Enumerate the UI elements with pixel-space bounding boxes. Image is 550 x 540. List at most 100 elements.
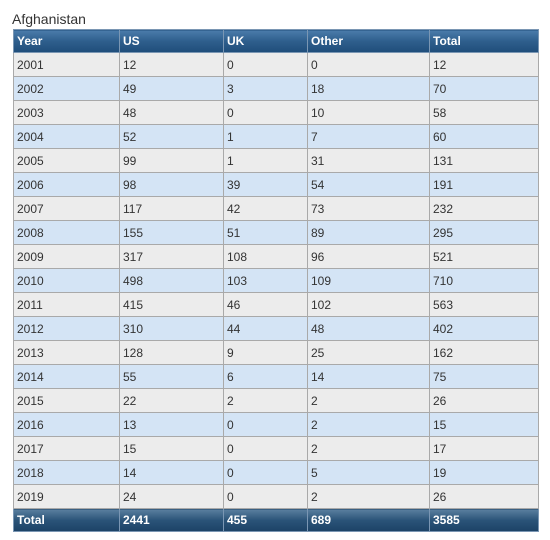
table-row: 2001 12 0 0 12 [13, 52, 539, 77]
cell-us: 99 [119, 148, 224, 173]
cell-us: 48 [119, 100, 224, 125]
cell-total: 60 [429, 124, 539, 149]
table-row: 2003 48 0 10 58 [13, 100, 539, 125]
cell-year: 2017 [13, 436, 120, 461]
cell-total: 521 [429, 244, 539, 269]
cell-year: 2013 [13, 340, 120, 365]
cell-us: 49 [119, 76, 224, 101]
cell-other: 0 [307, 52, 430, 77]
cell-total: 162 [429, 340, 539, 365]
cell-year: 2016 [13, 412, 120, 437]
cell-year: 2011 [13, 292, 120, 317]
table-row: 2015 22 2 2 26 [13, 388, 539, 413]
cell-uk: 0 [223, 436, 308, 461]
cell-uk: 103 [223, 268, 308, 293]
table-row: 2007 117 42 73 232 [13, 196, 539, 221]
cell-other: 5 [307, 460, 430, 485]
cell-us: 155 [119, 220, 224, 245]
cell-other: 109 [307, 268, 430, 293]
cell-uk: 3 [223, 76, 308, 101]
cell-total: 17 [429, 436, 539, 461]
cell-year: 2002 [13, 76, 120, 101]
cell-total: 15 [429, 412, 539, 437]
column-header-year: Year [13, 29, 120, 53]
cell-total: 58 [429, 100, 539, 125]
cell-other: 2 [307, 388, 430, 413]
cell-us: 52 [119, 124, 224, 149]
cell-us: 12 [119, 52, 224, 77]
cell-year: 2007 [13, 196, 120, 221]
cell-us: 498 [119, 268, 224, 293]
total-label: Total [13, 508, 120, 532]
cell-uk: 44 [223, 316, 308, 341]
cell-us: 22 [119, 388, 224, 413]
cell-other: 25 [307, 340, 430, 365]
column-header-other: Other [307, 29, 430, 53]
cell-year: 2010 [13, 268, 120, 293]
cell-year: 2012 [13, 316, 120, 341]
cell-other: 2 [307, 484, 430, 509]
cell-total: 563 [429, 292, 539, 317]
cell-year: 2009 [13, 244, 120, 269]
cell-other: 18 [307, 76, 430, 101]
cell-other: 7 [307, 124, 430, 149]
cell-uk: 46 [223, 292, 308, 317]
table-row: 2017 15 0 2 17 [13, 436, 539, 461]
cell-other: 96 [307, 244, 430, 269]
cell-other: 31 [307, 148, 430, 173]
cell-us: 13 [119, 412, 224, 437]
table-row: 2014 55 6 14 75 [13, 364, 539, 389]
cell-other: 2 [307, 436, 430, 461]
cell-uk: 2 [223, 388, 308, 413]
cell-year: 2003 [13, 100, 120, 125]
table-row: 2002 49 3 18 70 [13, 76, 539, 101]
cell-year: 2015 [13, 388, 120, 413]
cell-year: 2006 [13, 172, 120, 197]
cell-uk: 39 [223, 172, 308, 197]
table-body: 2001 12 0 0 12 2002 49 3 18 70 2003 48 0 10 58 2004 52 1 7… [13, 52, 539, 509]
total-total: 3585 [429, 508, 539, 532]
total-uk: 455 [223, 508, 308, 532]
cell-total: 295 [429, 220, 539, 245]
cell-uk: 108 [223, 244, 308, 269]
column-header-us: US [119, 29, 224, 53]
cell-uk: 0 [223, 460, 308, 485]
cell-total: 710 [429, 268, 539, 293]
total-row: Total 2441 455 689 3585 [13, 508, 539, 532]
cell-year: 2019 [13, 484, 120, 509]
cell-total: 75 [429, 364, 539, 389]
cell-total: 402 [429, 316, 539, 341]
table-row: 2011 415 46 102 563 [13, 292, 539, 317]
cell-year: 2001 [13, 52, 120, 77]
cell-us: 128 [119, 340, 224, 365]
cell-other: 10 [307, 100, 430, 125]
column-header-uk: UK [223, 29, 308, 53]
cell-other: 73 [307, 196, 430, 221]
table-row: 2008 155 51 89 295 [13, 220, 539, 245]
total-us: 2441 [119, 508, 224, 532]
header-row: Year US UK Other Total [13, 29, 539, 53]
cell-total: 131 [429, 148, 539, 173]
cell-uk: 9 [223, 340, 308, 365]
table-row: 2018 14 0 5 19 [13, 460, 539, 485]
cell-us: 415 [119, 292, 224, 317]
cell-uk: 6 [223, 364, 308, 389]
cell-total: 12 [429, 52, 539, 77]
table-row: 2010 498 103 109 710 [13, 268, 539, 293]
cell-year: 2005 [13, 148, 120, 173]
table-row: 2016 13 0 2 15 [13, 412, 539, 437]
cell-uk: 0 [223, 100, 308, 125]
table-row: 2005 99 1 31 131 [13, 148, 539, 173]
cell-us: 317 [119, 244, 224, 269]
total-other: 689 [307, 508, 430, 532]
cell-uk: 1 [223, 124, 308, 149]
cell-us: 24 [119, 484, 224, 509]
cell-other: 14 [307, 364, 430, 389]
cell-uk: 51 [223, 220, 308, 245]
cell-uk: 1 [223, 148, 308, 173]
cell-uk: 42 [223, 196, 308, 221]
table-row: 2009 317 108 96 521 [13, 244, 539, 269]
cell-total: 26 [429, 388, 539, 413]
table-row: 2012 310 44 48 402 [13, 316, 539, 341]
cell-us: 15 [119, 436, 224, 461]
